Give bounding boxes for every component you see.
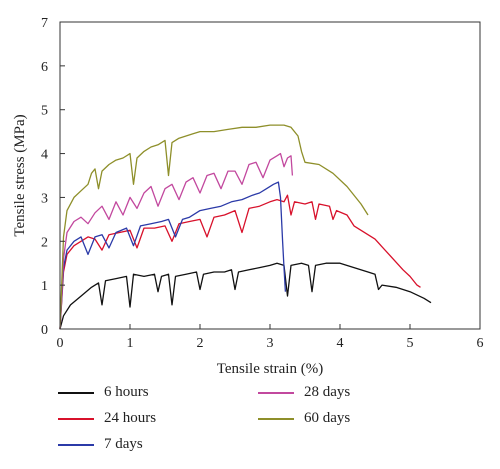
legend-label: 24 hours [104,410,157,426]
x-tick-label: 0 [57,336,64,351]
legend-item: 7 days [58,436,143,453]
legend-swatch [58,391,94,394]
y-tick-label: 0 [41,323,48,338]
x-tick-label: 4 [337,336,344,351]
legend-label: 7 days [104,436,143,452]
series-line-28-days [59,152,294,330]
y-tick-label: 2 [41,235,48,250]
legend-item: 28 days [258,384,350,401]
y-tick-label: 6 [41,60,48,75]
legend-swatch [258,417,294,420]
y-tick-label: 4 [41,148,48,163]
series-line-6-hours [59,262,432,330]
y-tick-label: 1 [41,279,48,294]
series-line-7-days [59,181,287,330]
legend-label: 6 hours [104,384,149,400]
series-line-24-hours [59,194,421,330]
legend-label: 60 days [304,410,351,426]
x-axis-label: Tensile strain (%) [217,361,323,377]
legend-item: 6 hours [58,384,149,401]
plot-lines [59,124,432,330]
legend-swatch [58,417,94,420]
x-tick-label: 2 [197,336,204,351]
y-tick-label: 7 [41,16,48,31]
x-tick-label: 3 [267,336,274,351]
x-tick-label: 6 [477,336,484,351]
y-tick-label: 3 [41,191,48,206]
x-tick-label: 1 [127,336,134,351]
legend-item: 24 hours [58,410,156,427]
legend-swatch [258,391,294,394]
legend-item: 60 days [258,410,350,427]
y-tick-label: 5 [41,104,48,119]
legend-label: 28 days [304,384,351,400]
y-axis-label: Tensile stress (MPa) [12,114,28,236]
x-tick-label: 5 [407,336,414,351]
axes: 0 1 2 3 4 5 6 0 1 2 3 4 5 6 7 [41,16,484,351]
legend-swatch [58,443,94,446]
series-line-60-days [59,124,369,330]
